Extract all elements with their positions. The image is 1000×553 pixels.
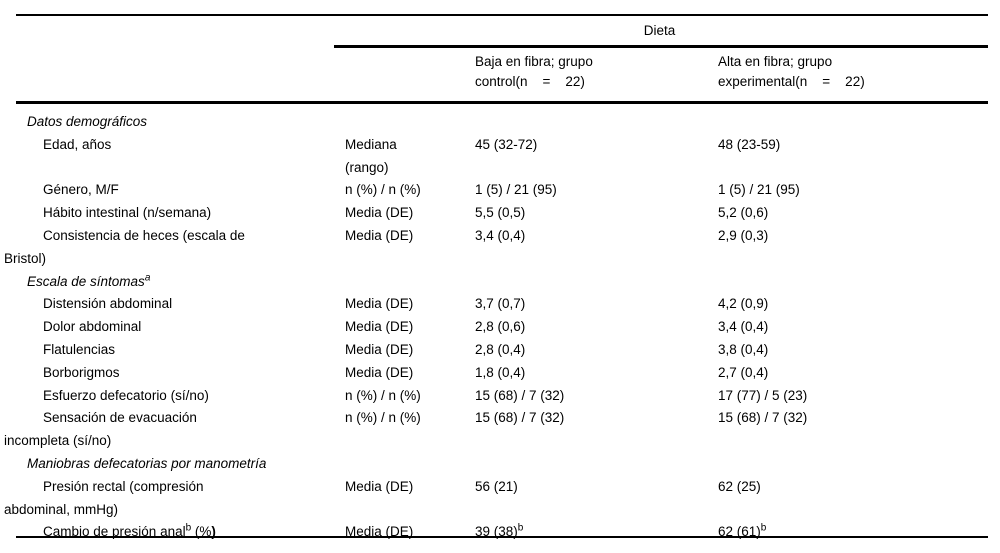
experimental-cell: 62 (25) xyxy=(718,478,761,494)
row-label: Dolor abdominal xyxy=(43,319,142,335)
row-label: Sensación de evacuación incompleta (sí/n… xyxy=(4,410,197,449)
experimental-cell: 1 (5) / 21 (95) xyxy=(718,182,800,198)
row-label: Género, M/F xyxy=(43,182,119,198)
stat-cell: Media (DE) xyxy=(345,364,414,380)
stat-cell: Media (DE) xyxy=(345,319,414,335)
table-row: Edad, años Mediana (rango) 45 (32-72) 48 (2… xyxy=(4,134,988,180)
group-header-row: Dieta xyxy=(4,16,988,45)
control-cell: 1 (5) / 21 (95) xyxy=(475,182,557,198)
experimental-cell xyxy=(718,453,988,476)
section-row: Escala de síntomasa xyxy=(4,271,988,294)
stat-cell: Media (DE) xyxy=(345,478,414,494)
row-label: Borborigmos xyxy=(43,364,120,380)
corner-cell xyxy=(4,16,345,45)
stat-cell xyxy=(345,271,475,294)
control-cell: 2,8 (0,4) xyxy=(475,341,526,357)
control-cell: 5,5 (0,5) xyxy=(475,205,526,221)
stat-cell: Mediana (rango) xyxy=(345,136,397,175)
control-cell: 2,8 (0,6) xyxy=(475,319,526,335)
group-header: Dieta xyxy=(643,23,676,38)
stat-cell: Media (DE) xyxy=(345,227,414,243)
row-label: Esfuerzo defecatorio (sí/no) xyxy=(43,387,209,403)
experimental-cell xyxy=(718,111,988,134)
control-cell: 56 (21) xyxy=(475,478,518,494)
experimental-cell: 4,2 (0,9) xyxy=(718,296,769,312)
control-cell xyxy=(475,111,718,134)
row-label: Flatulencias xyxy=(43,341,116,357)
row-label: Distensión abdominal xyxy=(43,296,173,312)
group-underline-rule xyxy=(334,45,988,48)
stat-cell: Media (DE) xyxy=(345,296,414,312)
table-row: Distensión abdominal Media (DE) 3,7 (0,7) 4… xyxy=(4,293,988,316)
column-header-row: Baja en fibra; grupo control(n = 22) Alt… xyxy=(4,45,988,111)
row-label: Escala de síntomasa xyxy=(27,272,151,289)
stat-cell: Media (DE) xyxy=(345,341,414,357)
experimental-cell xyxy=(718,271,988,294)
row-label: Consistencia de heces (escala de Bristol… xyxy=(4,227,245,266)
experimental-cell: 15 (68) / 7 (32) xyxy=(718,410,808,426)
table-row: Esfuerzo defecatorio (sí/no) n (%) / n (%… xyxy=(4,385,988,408)
control-cell xyxy=(475,271,718,294)
col-header-experimental: Alta en fibra; grupo experimental(n = 22… xyxy=(718,54,865,89)
control-cell: 15 (68) / 7 (32) xyxy=(475,410,565,426)
section-row: Datos demográficos xyxy=(4,111,988,134)
row-label: Hábito intestinal (n/semana) xyxy=(43,205,212,221)
control-cell: 3,7 (0,7) xyxy=(475,296,526,312)
bottom-rule xyxy=(16,536,988,538)
experimental-cell: 5,2 (0,6) xyxy=(718,205,769,221)
control-cell: 3,4 (0,4) xyxy=(475,227,526,243)
stat-cell: Media (DE) xyxy=(345,524,414,540)
stat-cell: n (%) / n (%) xyxy=(345,410,421,426)
label-column-header xyxy=(4,45,345,111)
table-row: Hábito intestinal (n/semana) Media (DE) 5,… xyxy=(4,202,988,225)
experimental-cell: 48 (23-59) xyxy=(718,136,781,152)
header-rule xyxy=(16,101,988,104)
stat-cell: Media (DE) xyxy=(345,205,414,221)
section-row: Maniobras defecatorias por manometría xyxy=(4,453,988,476)
stat-cell xyxy=(345,111,475,134)
experimental-cell: 2,7 (0,4) xyxy=(718,364,769,380)
row-label: Edad, años xyxy=(43,136,112,152)
table-row: Borborigmos Media (DE) 1,8 (0,4) 2,7 (0,4) xyxy=(4,362,988,385)
control-cell: 39 (38)b xyxy=(475,522,524,540)
table-row: Presión rectal (compresión abdominal, mm… xyxy=(4,476,988,522)
control-cell: 45 (32-72) xyxy=(475,136,538,152)
table-row: Dolor abdominal Media (DE) 2,8 (0,6) 3,4 (0… xyxy=(4,316,988,339)
stat-cell: n (%) / n (%) xyxy=(345,182,421,198)
table-row: Cambio de presión analb (%) Media (DE) 39 … xyxy=(4,521,988,544)
stat-cell: n (%) / n (%) xyxy=(345,387,421,403)
table-row: Flatulencias Media (DE) 2,8 (0,4) 3,8 (0,4) xyxy=(4,339,988,362)
experimental-cell: 3,4 (0,4) xyxy=(718,319,769,335)
experimental-cell: 3,8 (0,4) xyxy=(718,341,769,357)
row-label: Datos demográficos xyxy=(27,114,148,129)
experimental-cell: 17 (77) / 5 (23) xyxy=(718,387,808,403)
control-cell xyxy=(475,453,718,476)
col-header-control: Baja en fibra; grupo control(n = 22) xyxy=(475,54,593,89)
results-table: Dieta Baja en fibra; grupo control(n = 2… xyxy=(4,16,988,544)
stat-cell xyxy=(345,453,475,476)
experimental-cell: 2,9 (0,3) xyxy=(718,227,769,243)
row-label: Maniobras defecatorias por manometría xyxy=(27,455,267,471)
control-cell: 1,8 (0,4) xyxy=(475,364,526,380)
row-label: Presión rectal (compresión abdominal, mm… xyxy=(4,478,204,517)
control-cell: 15 (68) / 7 (32) xyxy=(475,387,565,403)
stat-column-header xyxy=(345,45,475,111)
table-row: Género, M/F n (%) / n (%) 1 (5) / 21 (95) 1… xyxy=(4,179,988,202)
table-row: Consistencia de heces (escala de Bristol… xyxy=(4,225,988,271)
top-rule xyxy=(16,14,988,16)
table-row: Sensación de evacuación incompleta (sí/n… xyxy=(4,407,988,453)
experimental-cell: 62 (61)b xyxy=(718,522,767,540)
row-label: Cambio de presión analb (%) xyxy=(43,522,216,540)
table-body: Datos demográficos Edad, años Mediana (ran… xyxy=(4,111,988,544)
